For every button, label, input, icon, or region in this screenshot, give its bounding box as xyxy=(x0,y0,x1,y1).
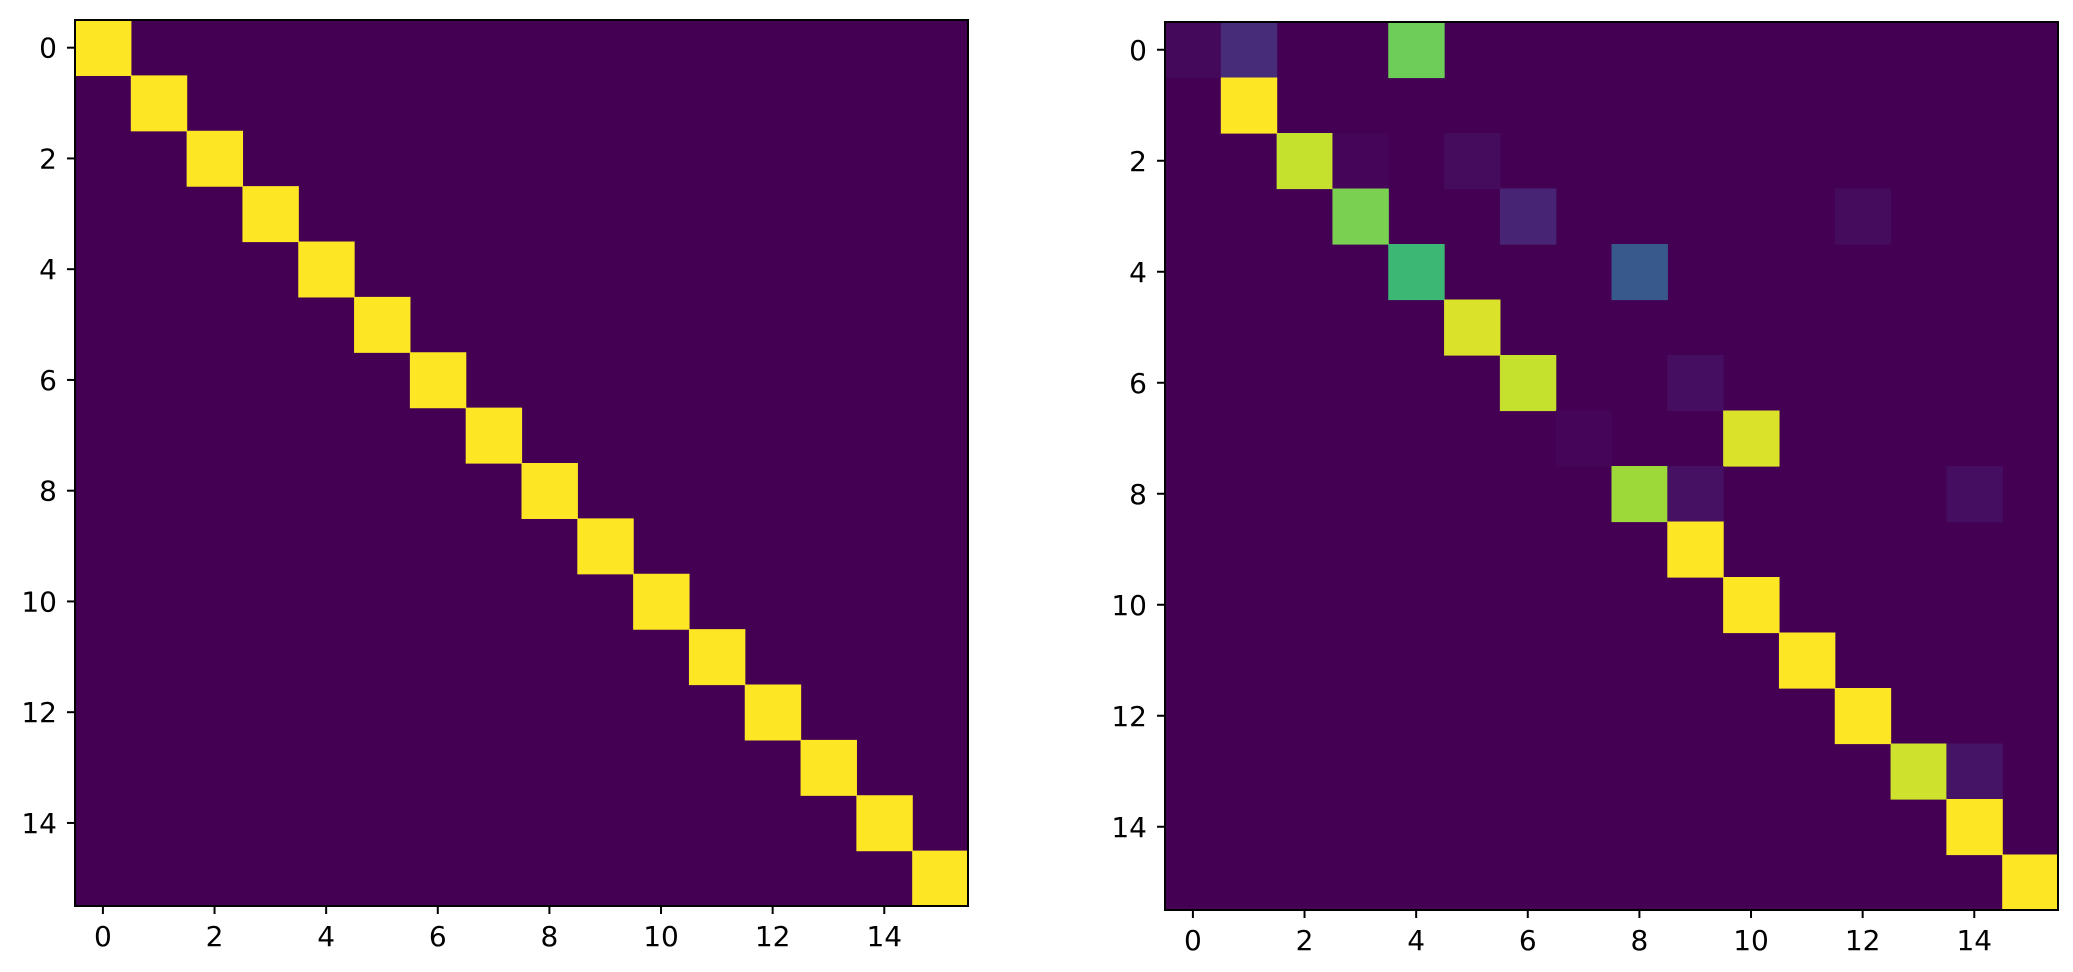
heatmap-cell xyxy=(1667,355,1724,412)
heatmap-cell xyxy=(1444,299,1501,356)
y-tick-label: 14 xyxy=(21,807,57,840)
heatmap-cell xyxy=(465,407,523,464)
y-tick-label: 0 xyxy=(1129,34,1147,67)
heatmap-cell xyxy=(130,75,188,132)
heatmap-cell xyxy=(856,795,913,852)
y-tick-label: 10 xyxy=(1111,589,1147,622)
heatmap-cell xyxy=(1890,743,1947,800)
heatmap-cell xyxy=(1388,244,1445,301)
heatmap-cell xyxy=(577,518,634,575)
heatmap-cell xyxy=(354,296,411,353)
heatmap-cell xyxy=(2002,854,2059,911)
heatmap-cell xyxy=(744,684,802,741)
heatmap-cell xyxy=(1332,188,1389,245)
x-tick-label: 2 xyxy=(206,920,224,953)
x-tick-label: 8 xyxy=(1630,924,1648,957)
x-tick-label: 8 xyxy=(540,920,558,953)
heatmap-cell xyxy=(521,463,578,519)
heatmap-left: 0 2 4 6 8 10 12 14 0 2 4 6 8 10 12 14 xyxy=(21,19,969,953)
axes-frame xyxy=(1164,21,2059,911)
y-tick-label: 0 xyxy=(39,32,57,65)
heatmap-cell xyxy=(912,850,969,907)
y-tick-label: 8 xyxy=(1129,478,1147,511)
heatmap-cell xyxy=(1444,133,1501,190)
heatmap-cell xyxy=(298,241,355,298)
x-tick-label: 14 xyxy=(866,920,902,953)
heatmap-cell xyxy=(1220,22,1278,79)
heatmap-cell xyxy=(800,739,857,796)
y-tick-label: 2 xyxy=(39,142,57,175)
y-tick-label: 12 xyxy=(21,696,57,729)
heatmap-cell xyxy=(1276,133,1334,190)
x-tick-label: 0 xyxy=(94,920,112,953)
axes-frame xyxy=(74,19,969,907)
heatmap-cell xyxy=(1611,244,1668,301)
heatmap-cell xyxy=(1946,799,2003,856)
x-tick-label: 14 xyxy=(1956,924,1992,957)
heatmap-cell xyxy=(1667,466,1724,523)
heatmap-cell xyxy=(186,130,244,187)
heatmap-cell xyxy=(1220,77,1278,134)
y-tick-label: 2 xyxy=(1129,145,1147,178)
heatmap-cell xyxy=(1723,577,1780,634)
heatmap-cell xyxy=(1778,632,1836,689)
y-tick-label: 12 xyxy=(1111,700,1147,733)
heatmap-cell xyxy=(1946,466,2003,523)
y-tick-label: 6 xyxy=(39,364,57,397)
x-tick-label: 6 xyxy=(429,920,447,953)
x-tick-label: 2 xyxy=(1296,924,1314,957)
heatmap-cell xyxy=(1388,22,1445,79)
heatmap-cell xyxy=(1499,355,1557,412)
heatmap-cell xyxy=(1499,188,1557,245)
x-tick-label: 10 xyxy=(1733,924,1769,957)
heatmap-cell xyxy=(688,629,746,686)
heatmap-cell xyxy=(1667,521,1724,578)
y-tick-label: 14 xyxy=(1111,811,1147,844)
y-tick-label: 4 xyxy=(1129,256,1147,289)
heatmap-cell xyxy=(409,352,467,409)
x-tick-label: 12 xyxy=(1845,924,1881,957)
heatmap-cell xyxy=(633,573,690,630)
heatmap-cell xyxy=(1555,410,1613,467)
x-tick-label: 10 xyxy=(643,920,679,953)
x-tick-label: 12 xyxy=(755,920,791,953)
y-tick-label: 6 xyxy=(1129,367,1147,400)
heatmap-cell xyxy=(75,20,132,76)
heatmap-cell xyxy=(1723,410,1780,467)
y-tick-label: 4 xyxy=(39,253,57,286)
heatmap-cell xyxy=(1165,22,1222,79)
heatmap-cell xyxy=(1611,466,1668,523)
y-tick-label: 8 xyxy=(39,475,57,508)
heatmap-cell xyxy=(1332,133,1389,190)
heatmap-cell xyxy=(1834,688,1892,745)
x-tick-label: 4 xyxy=(317,920,335,953)
heatmap-cell xyxy=(242,186,299,243)
heatmap-cell xyxy=(1834,188,1892,245)
heatmap-right: 0 2 4 6 8 10 12 14 0 2 4 6 8 10 12 14 xyxy=(1111,21,2059,957)
y-tick-label: 10 xyxy=(21,585,57,618)
x-tick-label: 0 xyxy=(1184,924,1202,957)
x-tick-label: 6 xyxy=(1519,924,1537,957)
heatmap-cell xyxy=(1946,743,2003,800)
x-tick-label: 4 xyxy=(1407,924,1425,957)
